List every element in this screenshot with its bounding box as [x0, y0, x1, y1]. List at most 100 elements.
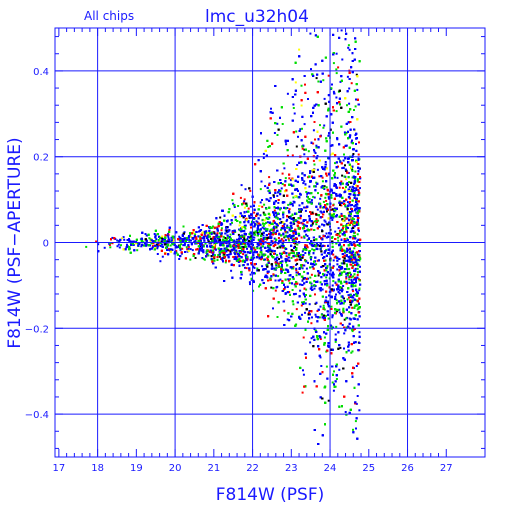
scatter-point	[281, 123, 284, 125]
scatter-point	[351, 330, 354, 333]
scatter-point	[291, 204, 294, 207]
scatter-point	[335, 378, 338, 380]
scatter-point	[292, 237, 295, 240]
scatter-point	[272, 307, 274, 310]
scatter-point	[321, 206, 324, 209]
scatter-point	[238, 215, 241, 218]
scatter-point	[194, 242, 197, 245]
scatter-point	[324, 196, 327, 199]
scatter-point	[338, 159, 341, 162]
scatter-point	[273, 250, 276, 252]
scatter-point	[180, 243, 183, 246]
scatter-point	[120, 244, 122, 247]
scatter-point	[326, 274, 328, 277]
scatter-point	[340, 180, 343, 183]
scatter-point	[204, 242, 207, 245]
scatter-point	[262, 152, 265, 155]
scatter-point	[345, 275, 348, 278]
scatter-point	[354, 194, 357, 197]
scatter-point	[262, 211, 265, 214]
scatter-point	[294, 282, 297, 285]
scatter-point	[177, 246, 180, 249]
scatter-point	[175, 250, 178, 253]
scatter-point	[358, 254, 361, 257]
scatter-point	[325, 199, 328, 202]
scatter-point	[226, 249, 229, 252]
scatter-point	[337, 66, 340, 69]
scatter-point	[233, 206, 236, 208]
scatter-point	[346, 206, 349, 209]
scatter-point	[292, 196, 295, 199]
scatter-point	[355, 211, 358, 214]
scatter-point	[223, 240, 226, 242]
scatter-point	[332, 280, 335, 283]
scatter-point	[275, 263, 278, 265]
scatter-point	[235, 244, 238, 247]
scatter-point	[206, 237, 208, 240]
scatter-point	[253, 224, 256, 227]
scatter-point	[274, 279, 277, 282]
scatter-point	[254, 272, 256, 275]
scatter-point	[288, 177, 291, 180]
scatter-point	[189, 248, 192, 251]
scatter-point	[285, 255, 288, 258]
scatter-point	[353, 278, 355, 281]
scatter-point	[298, 211, 301, 213]
scatter-point	[285, 261, 288, 264]
scatter-point	[287, 278, 290, 281]
scatter-point	[276, 316, 279, 318]
scatter-point	[331, 284, 334, 287]
scatter-point	[204, 234, 207, 237]
scatter-point	[325, 186, 328, 189]
scatter-point	[183, 243, 186, 245]
scatter-point	[300, 236, 303, 239]
scatter-point	[266, 221, 269, 224]
scatter-point	[97, 243, 100, 246]
scatter-point	[320, 313, 323, 316]
scatter-point	[206, 250, 209, 252]
scatter-point	[347, 183, 349, 186]
scatter-point	[266, 242, 269, 245]
scatter-point	[334, 333, 337, 336]
scatter-point	[284, 177, 287, 180]
scatter-point	[344, 188, 346, 191]
scatter-point	[303, 270, 306, 273]
scatter-point	[332, 273, 335, 276]
scatter-point	[252, 239, 255, 241]
scatter-point	[337, 232, 340, 235]
scatter-point	[341, 296, 344, 299]
scatter-point	[292, 103, 295, 106]
scatter-point	[111, 236, 114, 239]
scatter-point	[281, 172, 284, 175]
scatter-point	[334, 385, 337, 388]
scatter-point	[262, 225, 265, 227]
scatter-point	[188, 238, 191, 241]
scatter-point	[357, 210, 359, 213]
scatter-point	[220, 232, 223, 235]
scatter-point	[136, 249, 139, 252]
scatter-point	[358, 409, 361, 412]
scatter-point	[310, 199, 313, 202]
scatter-point	[325, 296, 328, 299]
scatter-point	[259, 188, 262, 191]
scatter-point	[355, 290, 358, 293]
scatter-point	[178, 258, 181, 260]
scatter-point	[279, 255, 282, 257]
scatter-point	[256, 247, 259, 250]
scatter-point	[357, 173, 360, 175]
scatter-point	[327, 399, 330, 402]
scatter-point	[315, 144, 318, 147]
scatter-point	[302, 373, 305, 376]
scatter-point	[339, 289, 341, 292]
scatter-point	[317, 192, 319, 195]
scatter-point	[244, 224, 247, 227]
scatter-point	[316, 208, 319, 211]
scatter-point	[164, 238, 166, 240]
scatter-point	[183, 244, 186, 247]
scatter-point	[266, 272, 269, 275]
scatter-point	[357, 259, 360, 261]
scatter-point	[357, 222, 360, 225]
scatter-point	[335, 68, 338, 71]
scatter-point	[155, 238, 158, 241]
scatter-point	[286, 226, 289, 228]
